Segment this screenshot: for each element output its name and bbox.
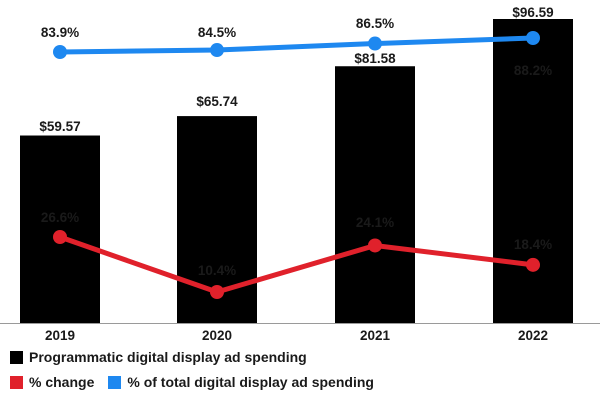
bar-label-2022: $96.59 <box>512 5 553 20</box>
bar-2019 <box>20 135 100 323</box>
bar-2021 <box>335 66 415 323</box>
legend-row-1: Programmatic digital display ad spending <box>10 347 590 367</box>
chart: $59.57 $65.74 $81.58 $96.59 2019 2020 2021 2022… <box>0 5 600 340</box>
legend-swatch-bar <box>10 350 23 364</box>
pct-change-line <box>57 234 536 295</box>
legend-label-programmatic-spending: Programmatic digital display ad spending <box>29 349 307 365</box>
pct-change-point-2020 <box>210 285 224 299</box>
bar-label-2021: $81.58 <box>354 51 396 66</box>
legend-item-percent-change: % change <box>10 374 94 390</box>
pct-change-point-2021 <box>368 238 382 253</box>
pct-change-label-2021: 24.1% <box>356 215 394 230</box>
pct-of-total-point-2020 <box>210 43 224 58</box>
pct-of-total-point-2021 <box>368 36 382 51</box>
pct-change-label-2019: 26.6% <box>41 210 79 225</box>
legend-swatch-blue <box>108 375 122 389</box>
x-tick-2021: 2021 <box>360 328 391 340</box>
pct-of-total-point-2019 <box>53 45 67 59</box>
pct-change-label-2022: 18.4% <box>514 237 552 252</box>
pct-change-point-2019 <box>53 230 67 244</box>
legend-row-2: % change % of total digital display ad s… <box>10 372 590 392</box>
pct-of-total-label-2022: 88.2% <box>514 63 552 78</box>
pct-of-total-label-2021: 86.5% <box>356 16 394 31</box>
x-tick-2022: 2022 <box>518 328 548 340</box>
x-tick-2019: 2019 <box>45 328 75 340</box>
legend-swatch-red <box>10 375 23 389</box>
pct-change-point-2022 <box>526 257 540 272</box>
bar-label-2020: $65.74 <box>196 94 238 109</box>
pct-change-label-2020: 10.4% <box>198 263 236 278</box>
pct-of-total-label-2019: 83.9% <box>41 25 79 40</box>
legend-label-percent-change: % change <box>29 374 95 390</box>
pct-of-total-line <box>57 35 536 55</box>
legend-item-percent-total: % of total digital display ad spending <box>108 374 374 390</box>
pct-of-total-label-2020: 84.5% <box>198 25 236 40</box>
bar-2022 <box>493 19 573 323</box>
x-tick-2020: 2020 <box>202 328 232 340</box>
bar-label-2019: $59.57 <box>39 119 80 134</box>
pct-of-total-point-2022 <box>526 31 540 45</box>
legend-label-percent-total: % of total digital display ad spending <box>127 374 374 390</box>
legend-item-programmatic-spending: Programmatic digital display ad spending <box>10 349 307 365</box>
